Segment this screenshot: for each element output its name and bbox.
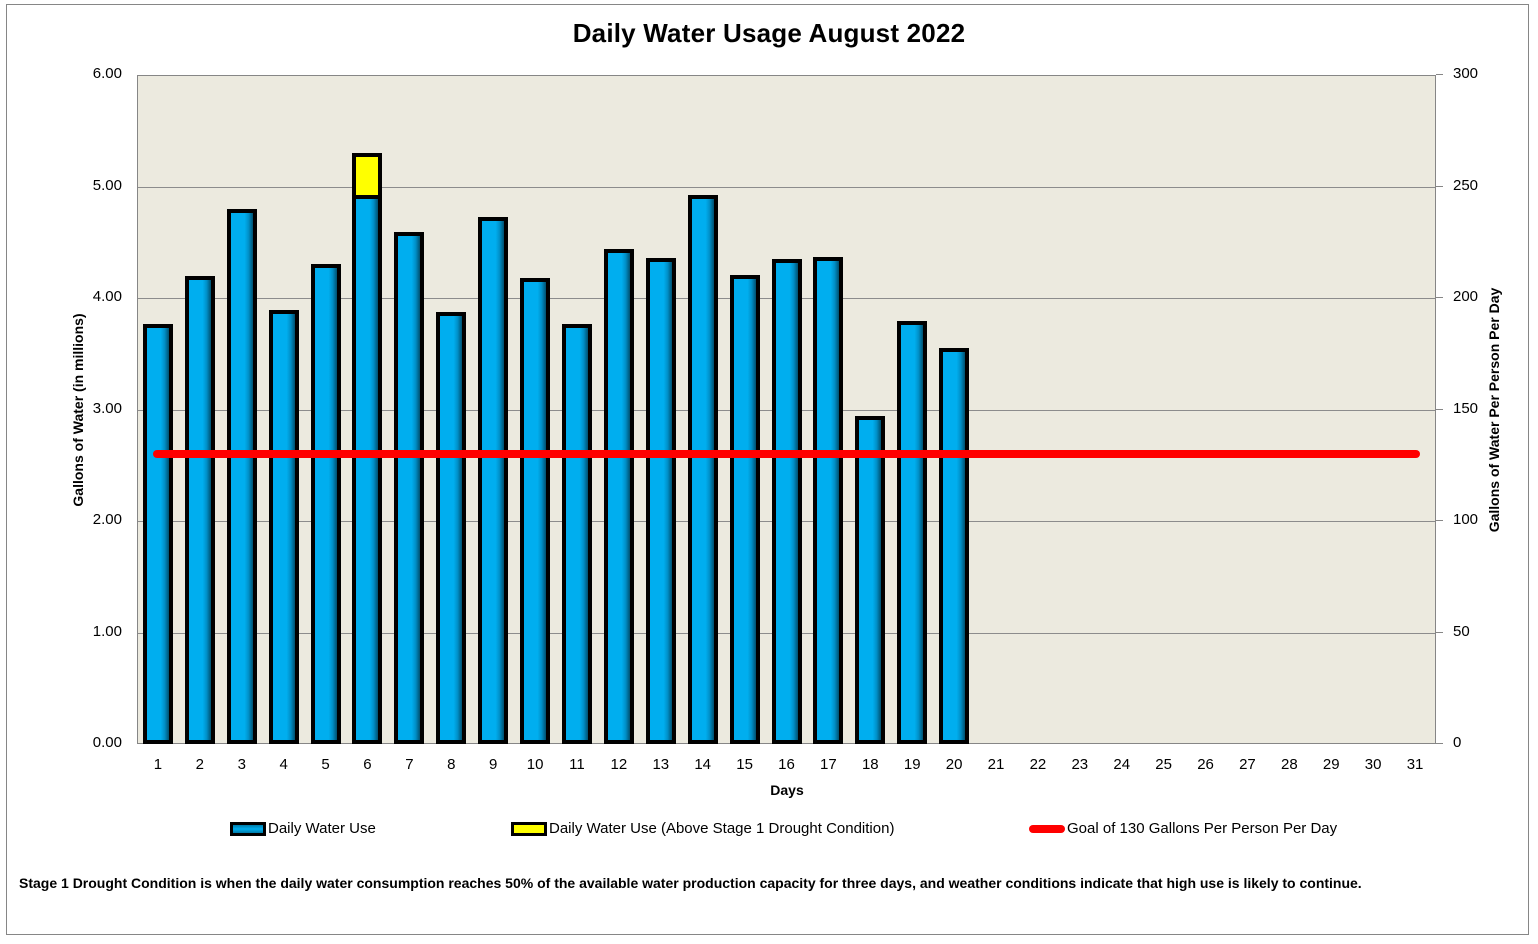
bar-day-20 [939, 348, 970, 744]
right-y-tickmark [1436, 743, 1443, 744]
bar-day-9 [478, 216, 509, 744]
bar-day-6 [352, 194, 383, 744]
bar-above-stage1-day-6 [352, 153, 383, 199]
legend-item-daily-water-use: Daily Water Use [230, 820, 376, 837]
bar-day-18 [855, 416, 886, 744]
x-tick-label: 30 [1364, 756, 1382, 773]
bar-day-4 [268, 310, 299, 744]
x-tick-label: 8 [447, 756, 456, 773]
left-y-tick-label: 6.00 [92, 65, 122, 82]
right-y-tickmark [1436, 297, 1443, 298]
right-y-tick-label: 200 [1453, 288, 1479, 305]
x-tick-label: 1 [153, 756, 163, 773]
x-tick-label: 17 [820, 756, 837, 773]
left-y-tick-label: 3.00 [92, 399, 122, 417]
right-y-axis-label: Gallons of Water Per Person Per Day [1486, 287, 1502, 533]
footnote: Stage 1 Drought Condition is when the da… [19, 875, 1362, 891]
legend-label: Daily Water Use (Above Stage 1 Drought C… [549, 820, 895, 837]
bar-day-1 [142, 323, 173, 744]
x-tick-label: 21 [987, 756, 1005, 773]
x-tick-label: 20 [945, 756, 963, 773]
x-tick-label: 3 [237, 756, 246, 773]
right-y-tick-label: 150 [1453, 399, 1479, 417]
x-tick-label: 10 [526, 756, 544, 773]
right-y-tick-label: 0 [1453, 734, 1462, 751]
right-y-tickmark [1436, 520, 1443, 521]
left-y-tick-label: 5.00 [92, 176, 122, 194]
legend-swatch-red-line-icon [1029, 824, 1065, 833]
x-tick-label: 31 [1406, 756, 1424, 773]
bar-day-11 [561, 323, 592, 744]
bar-day-12 [603, 249, 634, 744]
x-tick-label: 25 [1155, 756, 1172, 773]
legend-label: Goal of 130 Gallons Per Person Per Day [1067, 820, 1338, 837]
bar-day-2 [184, 275, 215, 744]
right-y-tickmark [1436, 74, 1443, 75]
x-axis-label: Days [770, 782, 804, 798]
x-tick-label: 26 [1197, 756, 1214, 773]
bar-day-8 [436, 311, 467, 744]
x-tick-label: 18 [861, 756, 879, 773]
right-y-tickmark [1436, 185, 1443, 187]
x-tick-label: 14 [694, 756, 712, 773]
chart-title: Daily Water Usage August 2022 [572, 18, 966, 48]
x-tick-label: 9 [489, 756, 498, 773]
x-tick-label: 7 [405, 756, 414, 773]
right-y-tick-label: 300 [1453, 65, 1479, 82]
x-tick-label: 28 [1280, 756, 1298, 773]
right-y-tick-label: 100 [1453, 511, 1479, 528]
x-tick-label: 16 [778, 756, 795, 773]
bar-day-14 [687, 194, 718, 744]
left-y-tick-label: 0.00 [92, 734, 122, 751]
right-y-tickmark [1436, 408, 1443, 410]
left-y-tick-label: 1.00 [92, 622, 122, 640]
legend-label: Daily Water Use [268, 820, 376, 837]
bar-day-3 [226, 209, 257, 744]
right-y-tick-label: 50 [1453, 622, 1470, 640]
x-tick-label: 4 [279, 756, 288, 773]
x-tick-label: 22 [1029, 756, 1047, 773]
right-y-tickmark [1436, 631, 1443, 633]
left-y-axis-label: Gallons of Water (in millions) [70, 313, 86, 507]
bar-day-13 [645, 258, 676, 744]
x-tick-label: 13 [652, 756, 670, 773]
x-tick-label: 19 [903, 756, 921, 773]
x-tick-label: 11 [569, 756, 585, 773]
goal-line [152, 450, 1421, 459]
left-y-tick-label: 4.00 [92, 288, 122, 305]
bar-day-17 [813, 256, 844, 744]
x-tick-label: 24 [1113, 756, 1131, 773]
bar-day-16 [771, 259, 802, 744]
x-tick-label: 12 [610, 756, 628, 773]
bar-day-15 [729, 274, 760, 744]
gridline [138, 186, 1435, 188]
bar-day-5 [310, 263, 341, 744]
left-y-tick-label: 2.00 [92, 511, 122, 528]
x-tick-label: 27 [1239, 756, 1256, 773]
bar-day-10 [520, 278, 551, 744]
bar-day-7 [394, 232, 425, 744]
x-tick-label: 6 [363, 756, 372, 773]
bar-day-19 [897, 320, 928, 744]
x-tick-label: 2 [195, 756, 205, 773]
legend-swatch-yellow-icon [511, 821, 547, 836]
x-tick-label: 5 [321, 756, 330, 773]
x-tick-label: 23 [1071, 756, 1089, 773]
legend-swatch-blue-icon [230, 821, 266, 836]
legend-item-goal-line: Goal of 130 Gallons Per Person Per Day [1029, 820, 1337, 837]
x-tick-label: 29 [1322, 756, 1340, 773]
right-y-tick-label: 250 [1453, 176, 1479, 194]
x-tick-label: 15 [736, 756, 753, 773]
legend-item-above-stage1: Daily Water Use (Above Stage 1 Drought C… [511, 820, 894, 837]
